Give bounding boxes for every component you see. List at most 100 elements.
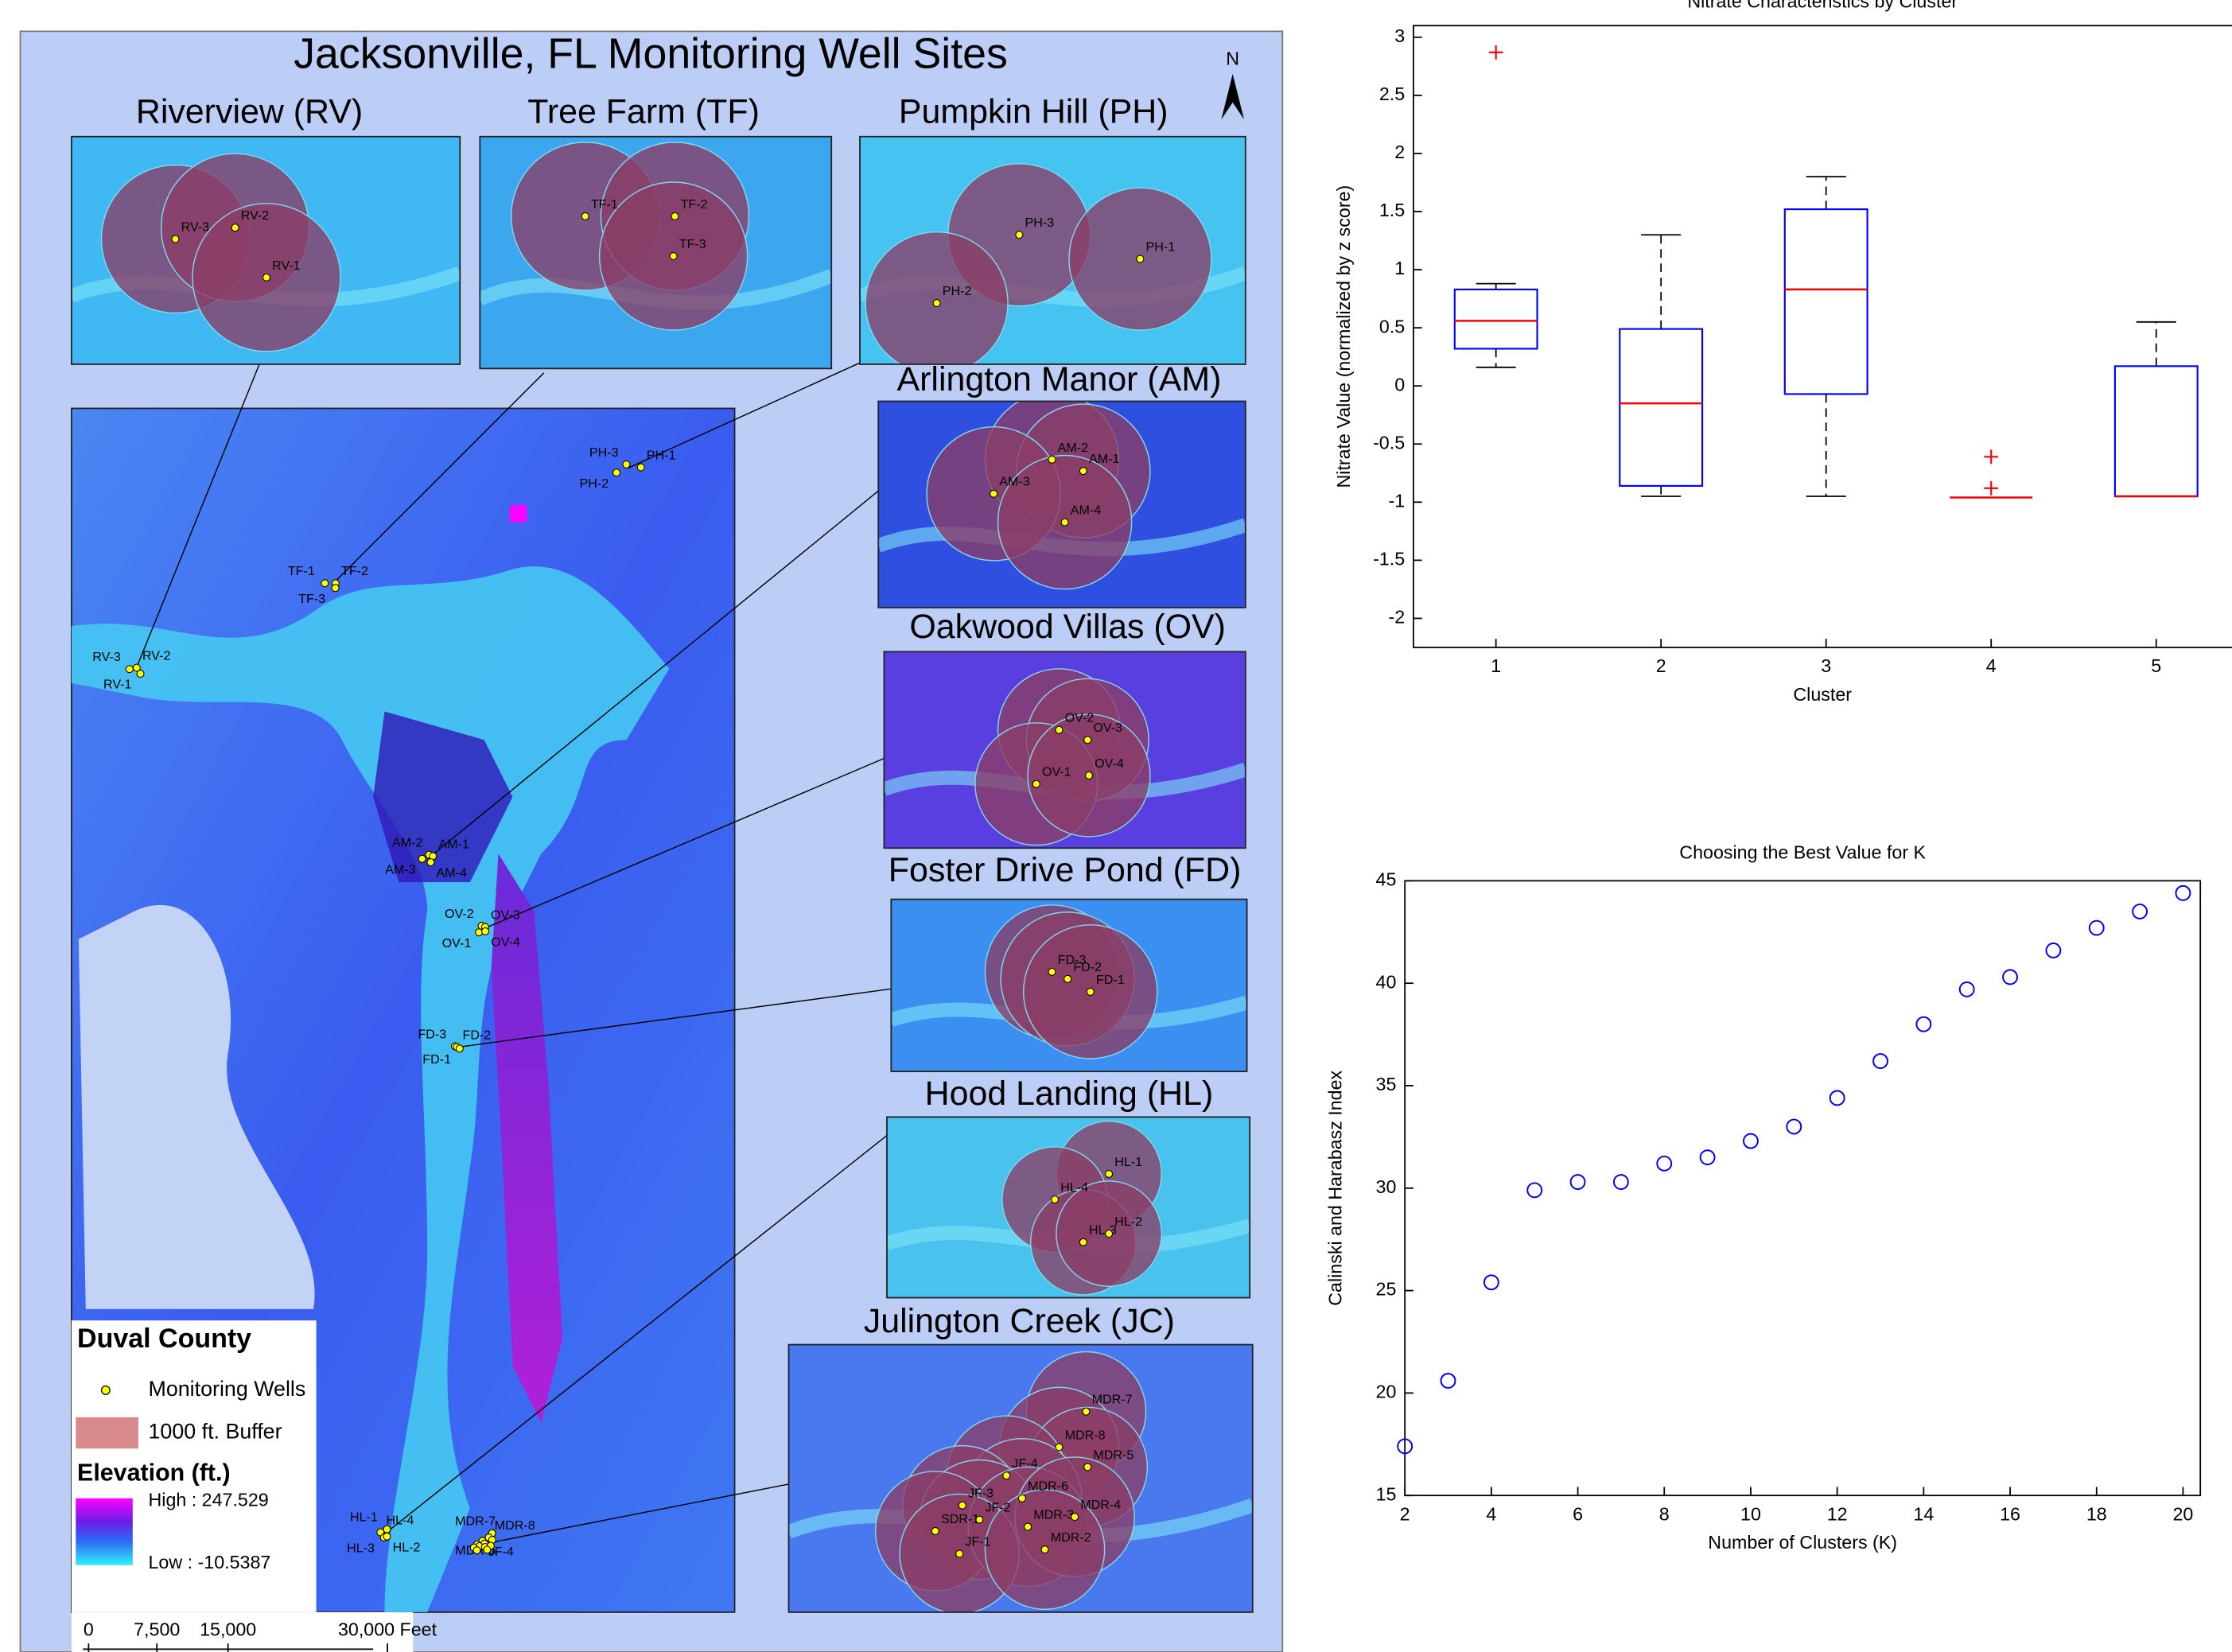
well-label: JF-2 — [985, 1501, 1010, 1515]
y-tick-label: -0.5 — [1373, 432, 1405, 453]
site-well-label: AM-4 — [437, 866, 467, 880]
inset-title: Julington Creek (JC) — [864, 1302, 1175, 1340]
well-label: TF-3 — [679, 237, 706, 251]
well-marker — [263, 274, 270, 281]
well-marker — [1064, 975, 1071, 982]
y-axis-label: Calinski and Harabasz Index — [1324, 1070, 1345, 1305]
map-title: Jacksonville, FL Monitoring Well Sites — [294, 30, 1008, 78]
well-marker — [959, 1502, 966, 1509]
legend-low: Low : -10.5387 — [148, 1552, 270, 1572]
y-tick-label: 2.5 — [1379, 84, 1405, 104]
x-tick-label: 10 — [1740, 1503, 1761, 1524]
well-marker — [1016, 231, 1023, 239]
x-tick-label: 4 — [1486, 1503, 1496, 1524]
y-tick-label: 15 — [1376, 1483, 1397, 1504]
well-marker — [956, 1550, 963, 1557]
well-marker — [670, 253, 677, 260]
inset-title: Hood Landing (HL) — [925, 1075, 1214, 1113]
well-label: HL-3 — [1089, 1223, 1117, 1238]
legend-buffer-swatch — [76, 1417, 138, 1448]
well-label: OV-1 — [1042, 765, 1071, 779]
site-well-marker — [623, 461, 630, 468]
x-tick-label: 2 — [1656, 655, 1666, 676]
elevation-ramp — [76, 1498, 133, 1565]
x-tick-label: 3 — [1821, 655, 1831, 676]
site-well-label: HL-3 — [347, 1541, 375, 1556]
inset: PH-3PH-1PH-2 — [860, 137, 1246, 375]
well-marker — [172, 235, 179, 243]
well-label: MDR-8 — [1065, 1428, 1106, 1442]
site-well-label: PH-2 — [579, 476, 609, 491]
inset-title: Arlington Manor (AM) — [896, 360, 1221, 398]
well-label: JF-3 — [968, 1487, 994, 1501]
well-marker — [1018, 1495, 1025, 1502]
y-tick-label: 45 — [1376, 869, 1397, 890]
site-well-label: FD-3 — [418, 1027, 446, 1041]
well-marker — [1106, 1230, 1113, 1238]
site-well-label: HL-2 — [393, 1540, 421, 1554]
site-well-marker — [332, 585, 339, 592]
x-tick-label: 5 — [2151, 655, 2161, 676]
legend-high: High : 247.529 — [148, 1490, 268, 1510]
well-label: MDR-7 — [1092, 1393, 1133, 1407]
well-label: RV-3 — [181, 220, 210, 234]
well-label: MDR-2 — [1051, 1530, 1091, 1545]
inset: OV-2OV-3OV-1OV-4 — [884, 651, 1245, 848]
well-label: HL-2 — [1114, 1215, 1142, 1229]
y-tick-label: 2 — [1394, 142, 1405, 162]
y-tick-label: 25 — [1376, 1279, 1397, 1300]
site-well-label: TF-2 — [341, 564, 368, 578]
y-tick-label: 3 — [1394, 25, 1405, 46]
site-well-label: MDR-8 — [495, 1518, 535, 1533]
well-marker — [1079, 1238, 1087, 1246]
y-tick-label: 35 — [1376, 1074, 1397, 1094]
y-axis-label: Nitrate Value (normalized by z score) — [1333, 185, 1354, 488]
well-marker — [671, 212, 679, 220]
well-marker — [1137, 255, 1144, 262]
y-tick-label: -1.5 — [1373, 549, 1405, 569]
chart-title: Choosing the Best Value for K — [1679, 842, 1926, 863]
legend: Duval County Monitoring Wells 1000 ft. B… — [72, 1320, 317, 1612]
legend-title: Duval County — [77, 1324, 251, 1354]
site-well-marker — [613, 469, 620, 476]
site-well-marker — [637, 464, 644, 471]
well-marker — [1052, 1196, 1059, 1203]
site-well-label: RV-2 — [142, 648, 171, 663]
well-label: RV-1 — [272, 258, 301, 273]
y-tick-label: 40 — [1376, 971, 1397, 992]
well-label: PH-2 — [943, 284, 972, 298]
well-marker — [1106, 1170, 1113, 1177]
scale-label: 15,000 — [200, 1619, 256, 1639]
well-marker — [1087, 988, 1094, 995]
site-well-marker — [484, 1546, 491, 1553]
site-well-marker — [427, 859, 434, 866]
y-tick-label: 1 — [1394, 258, 1405, 278]
well-marker — [231, 224, 239, 231]
inset-title: Riverview (RV) — [136, 92, 363, 130]
x-tick-label: 4 — [1986, 655, 1997, 676]
well-label: PH-1 — [1146, 240, 1176, 255]
legend-wells: Monitoring Wells — [148, 1377, 305, 1401]
site-well-label: RV-1 — [103, 678, 132, 692]
scale-label: 30,000 Feet — [338, 1619, 437, 1639]
site-well-label: AM-3 — [385, 862, 415, 877]
well-label: AM-4 — [1071, 503, 1102, 517]
site-well-label: FD-2 — [463, 1028, 492, 1042]
inset-title: Tree Farm (TF) — [527, 92, 760, 130]
site-well-label: OV-1 — [442, 936, 472, 950]
site-well-marker — [418, 855, 426, 862]
well-label: OV-2 — [1065, 711, 1095, 725]
axes-frame — [1413, 25, 2232, 647]
high-spot — [510, 505, 527, 522]
well-label: MDR-4 — [1080, 1498, 1121, 1512]
well-marker — [1083, 1408, 1090, 1415]
site-well-marker — [383, 1533, 391, 1540]
well-marker — [1025, 1523, 1032, 1530]
x-axis-label: Number of Clusters (K) — [1708, 1532, 1897, 1553]
y-tick-label: 20 — [1376, 1382, 1397, 1402]
well-label: AM-1 — [1089, 452, 1119, 466]
well-marker — [933, 300, 940, 307]
well-marker — [1079, 468, 1087, 475]
inset: RV-3RV-2RV-1 — [72, 137, 460, 364]
